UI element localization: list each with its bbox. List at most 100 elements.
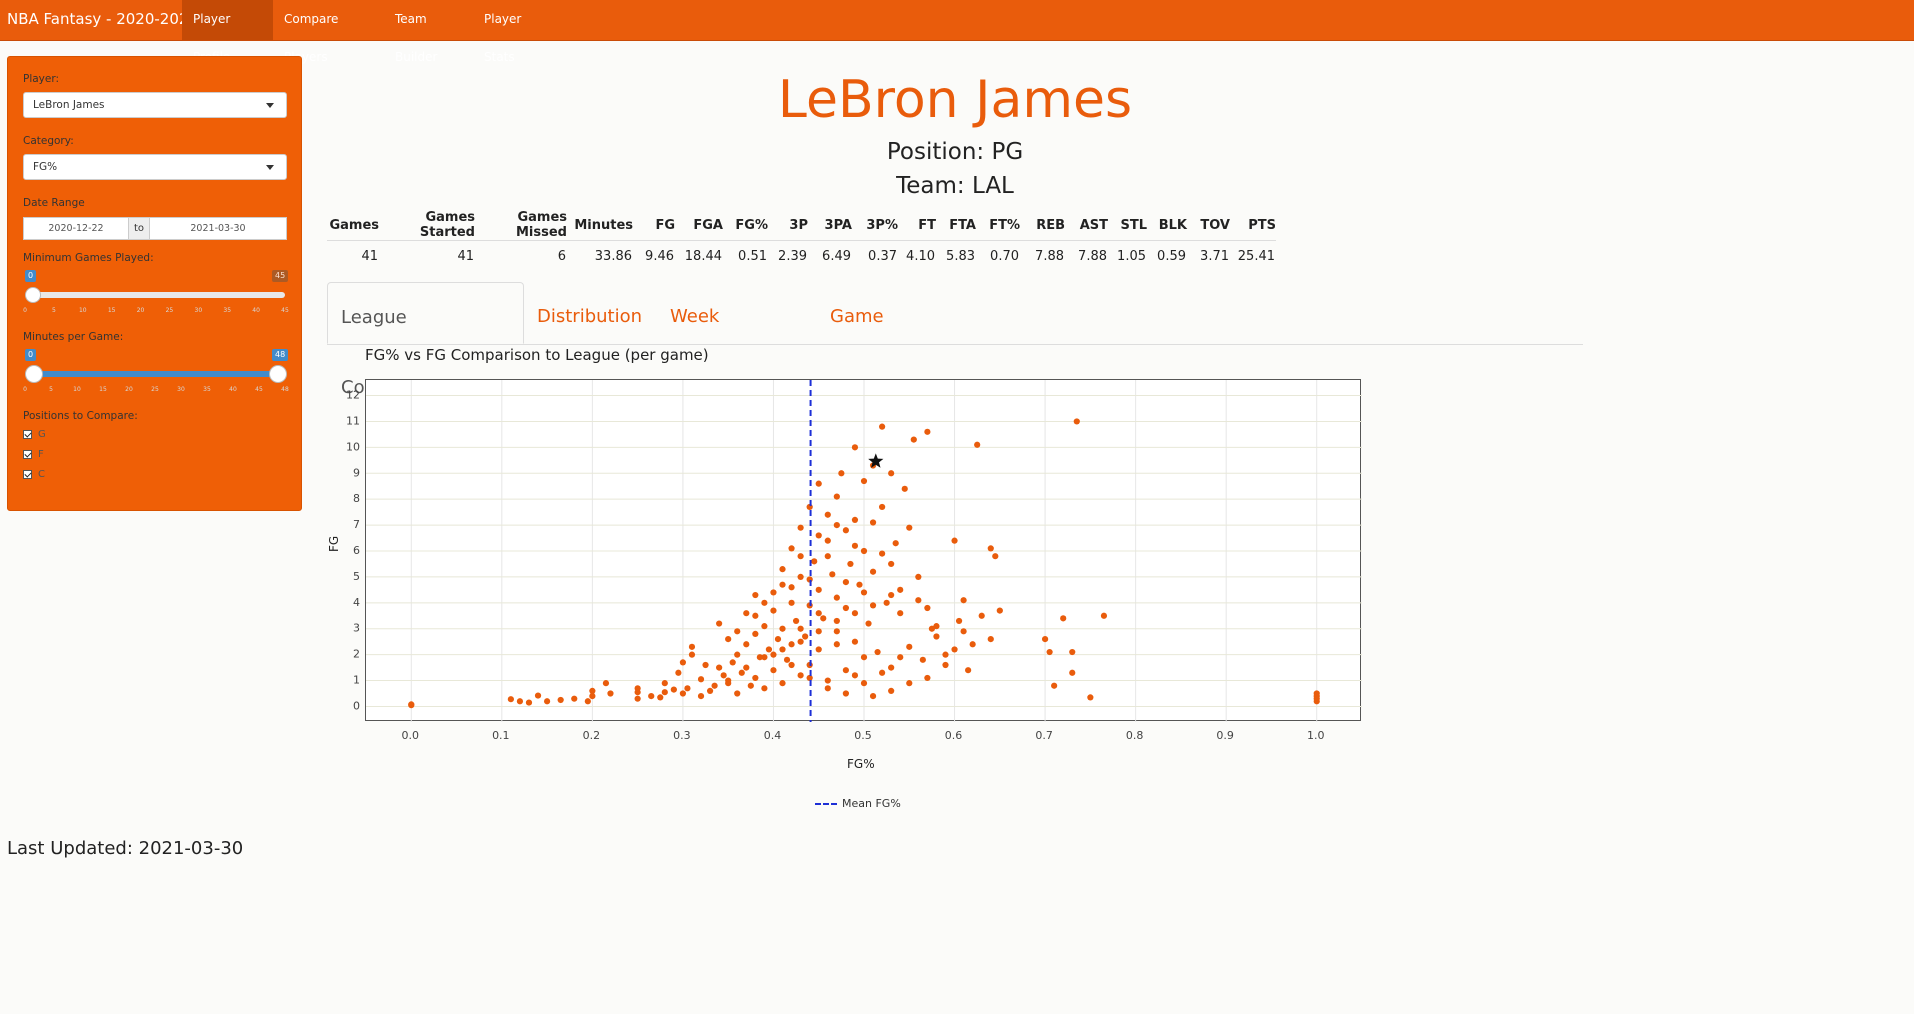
data-point [1041, 635, 1049, 643]
legend-label-mean: Mean FG% [842, 797, 901, 810]
slider-tick-label: 40 [229, 386, 237, 393]
data-point [851, 444, 859, 451]
data-point [661, 680, 668, 687]
slider-tick-label: 15 [99, 386, 107, 393]
position-checkbox-g[interactable]: G [23, 429, 46, 443]
data-point [743, 610, 750, 617]
mpg-slider-max-handle[interactable] [269, 365, 287, 383]
nav-player-stats[interactable]: Player Stats [484, 12, 522, 64]
date-end-input[interactable]: 2021-03-30 [149, 217, 287, 240]
nav-team-builder[interactable]: Team Builder [395, 12, 438, 64]
data-point [584, 698, 591, 705]
data-point [729, 659, 736, 666]
data-point [992, 553, 999, 560]
stats-value-cell: 7.88 [1078, 249, 1107, 264]
y-tick-label: 8 [353, 492, 360, 505]
x-tick-label: 0.9 [1216, 729, 1234, 742]
stats-value-cell: 5.83 [946, 249, 975, 264]
data-point [851, 672, 859, 679]
data-point [797, 573, 804, 581]
mpg-max-badge: 48 [272, 349, 289, 361]
tab-distribution[interactable]: Distribution [537, 306, 643, 327]
slider-tick-label: 20 [136, 307, 145, 314]
data-point [783, 656, 791, 663]
data-point [955, 617, 963, 625]
data-point [869, 692, 877, 700]
data-point [965, 667, 972, 674]
sidebar-panel: Player: LeBron James Category: FG% Date … [7, 56, 302, 511]
chart-legend[interactable]: Mean FG% [815, 797, 901, 810]
min-games-slider-track[interactable] [25, 292, 285, 298]
data-point [974, 441, 981, 448]
player-position: Position: PG [886, 139, 1024, 165]
data-point [869, 602, 877, 609]
category-select[interactable]: FG% [23, 154, 287, 180]
data-point [702, 661, 709, 669]
brand-title[interactable]: NBA Fantasy - 2020-2021 [7, 10, 198, 28]
slider-tick-label: 0 [23, 307, 27, 314]
chart-plot-area[interactable] [365, 379, 1362, 722]
stats-value-cell: 1.05 [1117, 249, 1146, 264]
data-point [684, 685, 691, 692]
x-tick-label: 0.4 [764, 729, 782, 742]
data-point [824, 685, 831, 692]
y-tick-label: 9 [353, 466, 360, 479]
data-point [879, 550, 886, 557]
slider-tick-label: 35 [203, 386, 211, 393]
checkbox-checked-icon[interactable] [23, 449, 32, 459]
y-tick-label: 11 [346, 414, 360, 427]
data-point [1087, 694, 1094, 701]
data-point [711, 682, 718, 689]
data-point [833, 594, 840, 601]
stats-header-cell: FG% [723, 210, 768, 241]
data-point [897, 586, 904, 593]
position-label-c: C [38, 469, 45, 480]
data-point [888, 687, 895, 695]
data-point [797, 672, 804, 679]
slider-tick-label: 25 [151, 386, 159, 393]
y-tick-label: 2 [353, 648, 360, 661]
last-updated: Last Updated: 2021-03-30 [7, 838, 244, 859]
data-point [770, 589, 777, 596]
checkbox-checked-icon[interactable] [23, 469, 32, 479]
data-point [879, 503, 886, 511]
data-point [942, 651, 949, 658]
data-point [792, 617, 800, 625]
y-tick-label: 6 [353, 544, 360, 557]
data-point [1069, 648, 1076, 656]
scatter-chart[interactable] [366, 380, 1362, 722]
mpg-slider-min-handle[interactable] [25, 365, 43, 383]
y-tick-label: 7 [353, 518, 360, 531]
data-point [833, 493, 840, 500]
checkbox-checked-icon[interactable] [23, 429, 32, 439]
data-point [978, 612, 985, 619]
data-point [879, 423, 886, 430]
player-select[interactable]: LeBron James [23, 92, 287, 118]
stats-header-cell: Games Missed [475, 210, 567, 241]
data-point [697, 692, 705, 700]
data-point [774, 635, 782, 643]
data-point [602, 680, 610, 687]
data-point [833, 617, 840, 625]
stats-value-cell: 0.37 [868, 249, 897, 264]
nav-compare-players[interactable]: Compare Players [284, 12, 339, 64]
tab-league-comparison[interactable]: League Comparison [327, 282, 524, 398]
tab-week-summary[interactable]: Week Summary [670, 306, 757, 397]
data-point [915, 573, 922, 581]
player-select-value: LeBron James [33, 99, 105, 111]
data-point [716, 620, 723, 627]
mpg-slider-track[interactable] [25, 371, 285, 377]
position-checkbox-f[interactable]: F [23, 449, 44, 463]
position-checkbox-c[interactable]: C [23, 469, 45, 483]
nav-player-profile[interactable]: Player Profile [182, 0, 273, 64]
mpg-ticks: 0 5 10 15 20 25 30 35 40 45 48 [23, 386, 289, 394]
data-point [824, 511, 831, 518]
data-point [679, 659, 687, 666]
data-point [860, 477, 868, 485]
date-start-input[interactable]: 2020-12-22 [23, 217, 129, 240]
data-point [851, 516, 859, 524]
data-point [833, 521, 840, 529]
tab-game-logs[interactable]: Game Logs [830, 306, 884, 397]
min-games-slider-handle[interactable] [25, 287, 41, 303]
data-point [1100, 612, 1108, 619]
